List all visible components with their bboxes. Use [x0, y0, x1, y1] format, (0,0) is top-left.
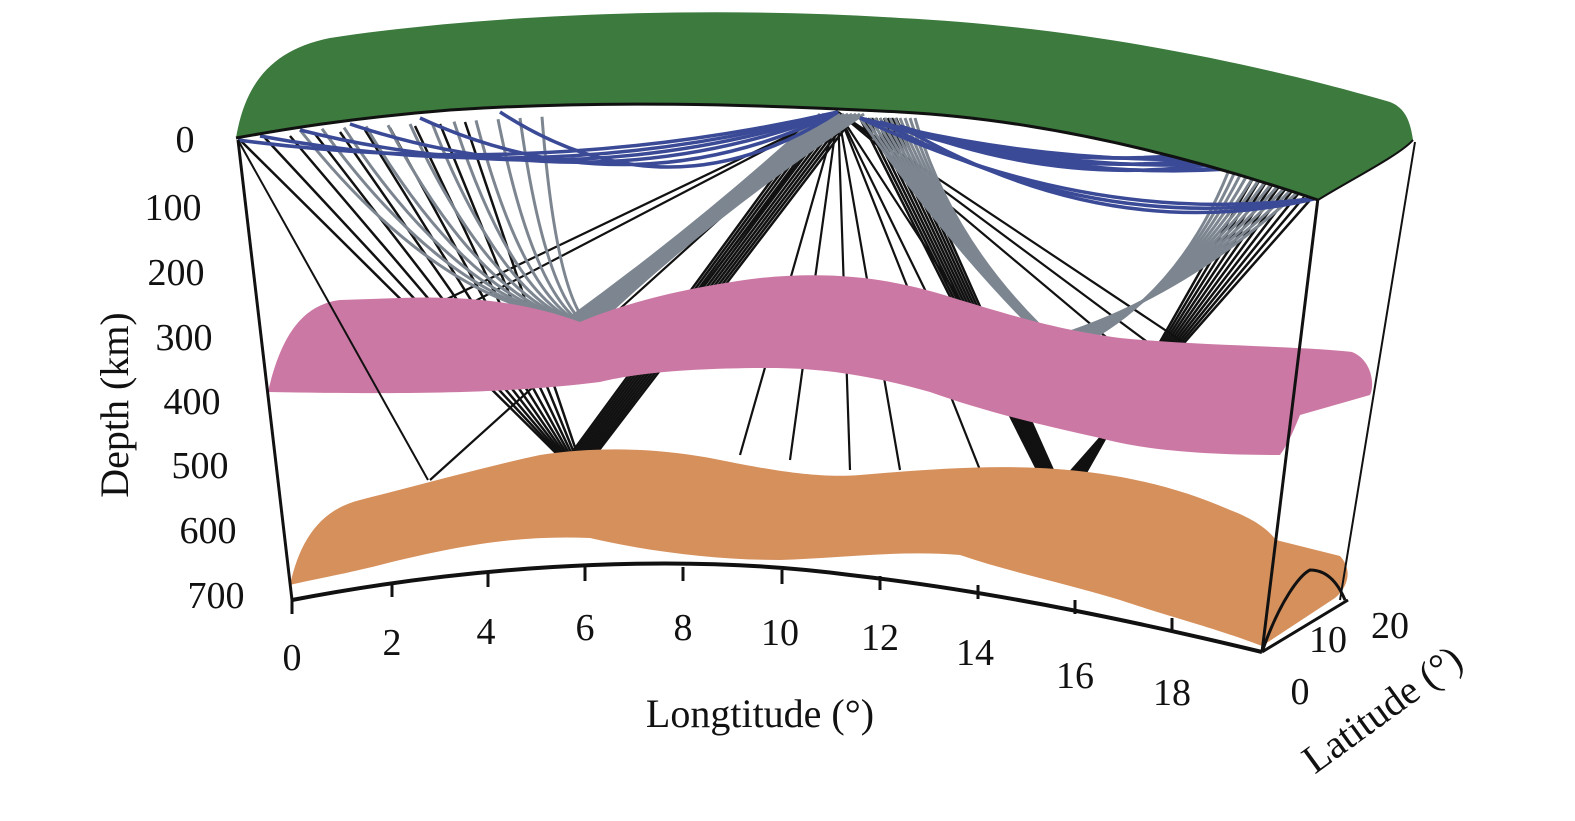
mid-ray [590, 112, 865, 331]
depth-tick-400: 400 [164, 381, 221, 423]
frame-bottom-curve [291, 561, 1263, 654]
longitude-tick-4: 4 [477, 611, 496, 653]
latitude-tick-10: 10 [1309, 619, 1347, 661]
deep-ray [837, 111, 961, 301]
shallow-ray [499, 110, 839, 169]
latitude-tick-20: 20 [1371, 605, 1409, 647]
longitude-tick-8: 8 [674, 607, 693, 649]
deep-ray [837, 111, 1196, 351]
depth-tick-200: 200 [148, 252, 205, 294]
deep-ray [837, 111, 1186, 371]
shallow-ray [299, 110, 839, 162]
longitude-tick-18: 18 [1153, 672, 1191, 714]
frame-back-left-edge [237, 139, 429, 481]
deep-ray [363, 129, 577, 468]
frame-left-edge [236, 139, 294, 601]
longitude-tick-16: 16 [1056, 655, 1094, 697]
longitude-tick-12: 12 [861, 617, 899, 659]
longitude-tick-2: 2 [383, 622, 402, 664]
depth-tick-0: 0 [176, 119, 195, 161]
frame-back-right-edge [1339, 141, 1416, 601]
depth-axis-label: Depth (km) [92, 312, 137, 498]
frame-bottom-back [1260, 568, 1347, 653]
frame-latitude-base [1261, 598, 1349, 654]
longitude-tick-14: 14 [956, 632, 994, 674]
depth-tick-700: 700 [188, 575, 245, 617]
longitude-axis-label: Longtitude (°) [646, 691, 874, 736]
interface-660-surface [290, 449, 1348, 646]
depth-tick-300: 300 [156, 317, 213, 359]
latitude-tick-0: 0 [1291, 671, 1310, 713]
deep-ray [837, 111, 931, 301]
shallow-ray [899, 124, 1319, 215]
longitude-tick-10: 10 [761, 612, 799, 654]
surface-back-edge [1317, 139, 1414, 201]
surface-front-edge [235, 102, 1319, 202]
longitude-tick-0: 0 [283, 637, 302, 679]
longitude-tick-6: 6 [576, 607, 595, 649]
deep-ray [1066, 172, 1258, 505]
mid-ray [474, 120, 587, 328]
depth-tick-600: 600 [180, 510, 237, 552]
mid-ray [452, 121, 585, 327]
interface-410-surface [268, 275, 1373, 455]
mid-ray [496, 118, 589, 329]
shallow-ray [237, 110, 839, 157]
mid-ray [430, 122, 583, 326]
depth-tick-500: 500 [172, 445, 229, 487]
shallow-ray [879, 120, 1319, 210]
box-frame [236, 139, 1416, 654]
shallow-ray [859, 116, 1319, 207]
frame-right-edge [1260, 197, 1320, 653]
longitude-tick-marks [290, 567, 1174, 632]
mid-ray-paths [298, 112, 1302, 353]
depth-tick-100: 100 [145, 187, 202, 229]
earth-surface-top [236, 12, 1413, 200]
